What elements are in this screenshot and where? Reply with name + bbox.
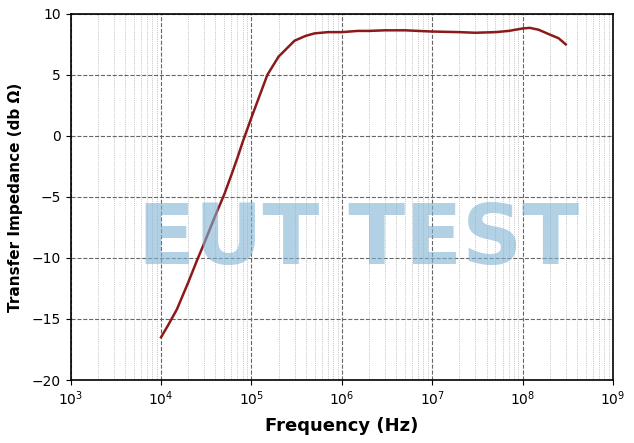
- Text: EUT TEST: EUT TEST: [138, 200, 579, 281]
- Y-axis label: Transfer Impedance (db Ω): Transfer Impedance (db Ω): [8, 82, 23, 311]
- X-axis label: Frequency (Hz): Frequency (Hz): [265, 417, 418, 435]
